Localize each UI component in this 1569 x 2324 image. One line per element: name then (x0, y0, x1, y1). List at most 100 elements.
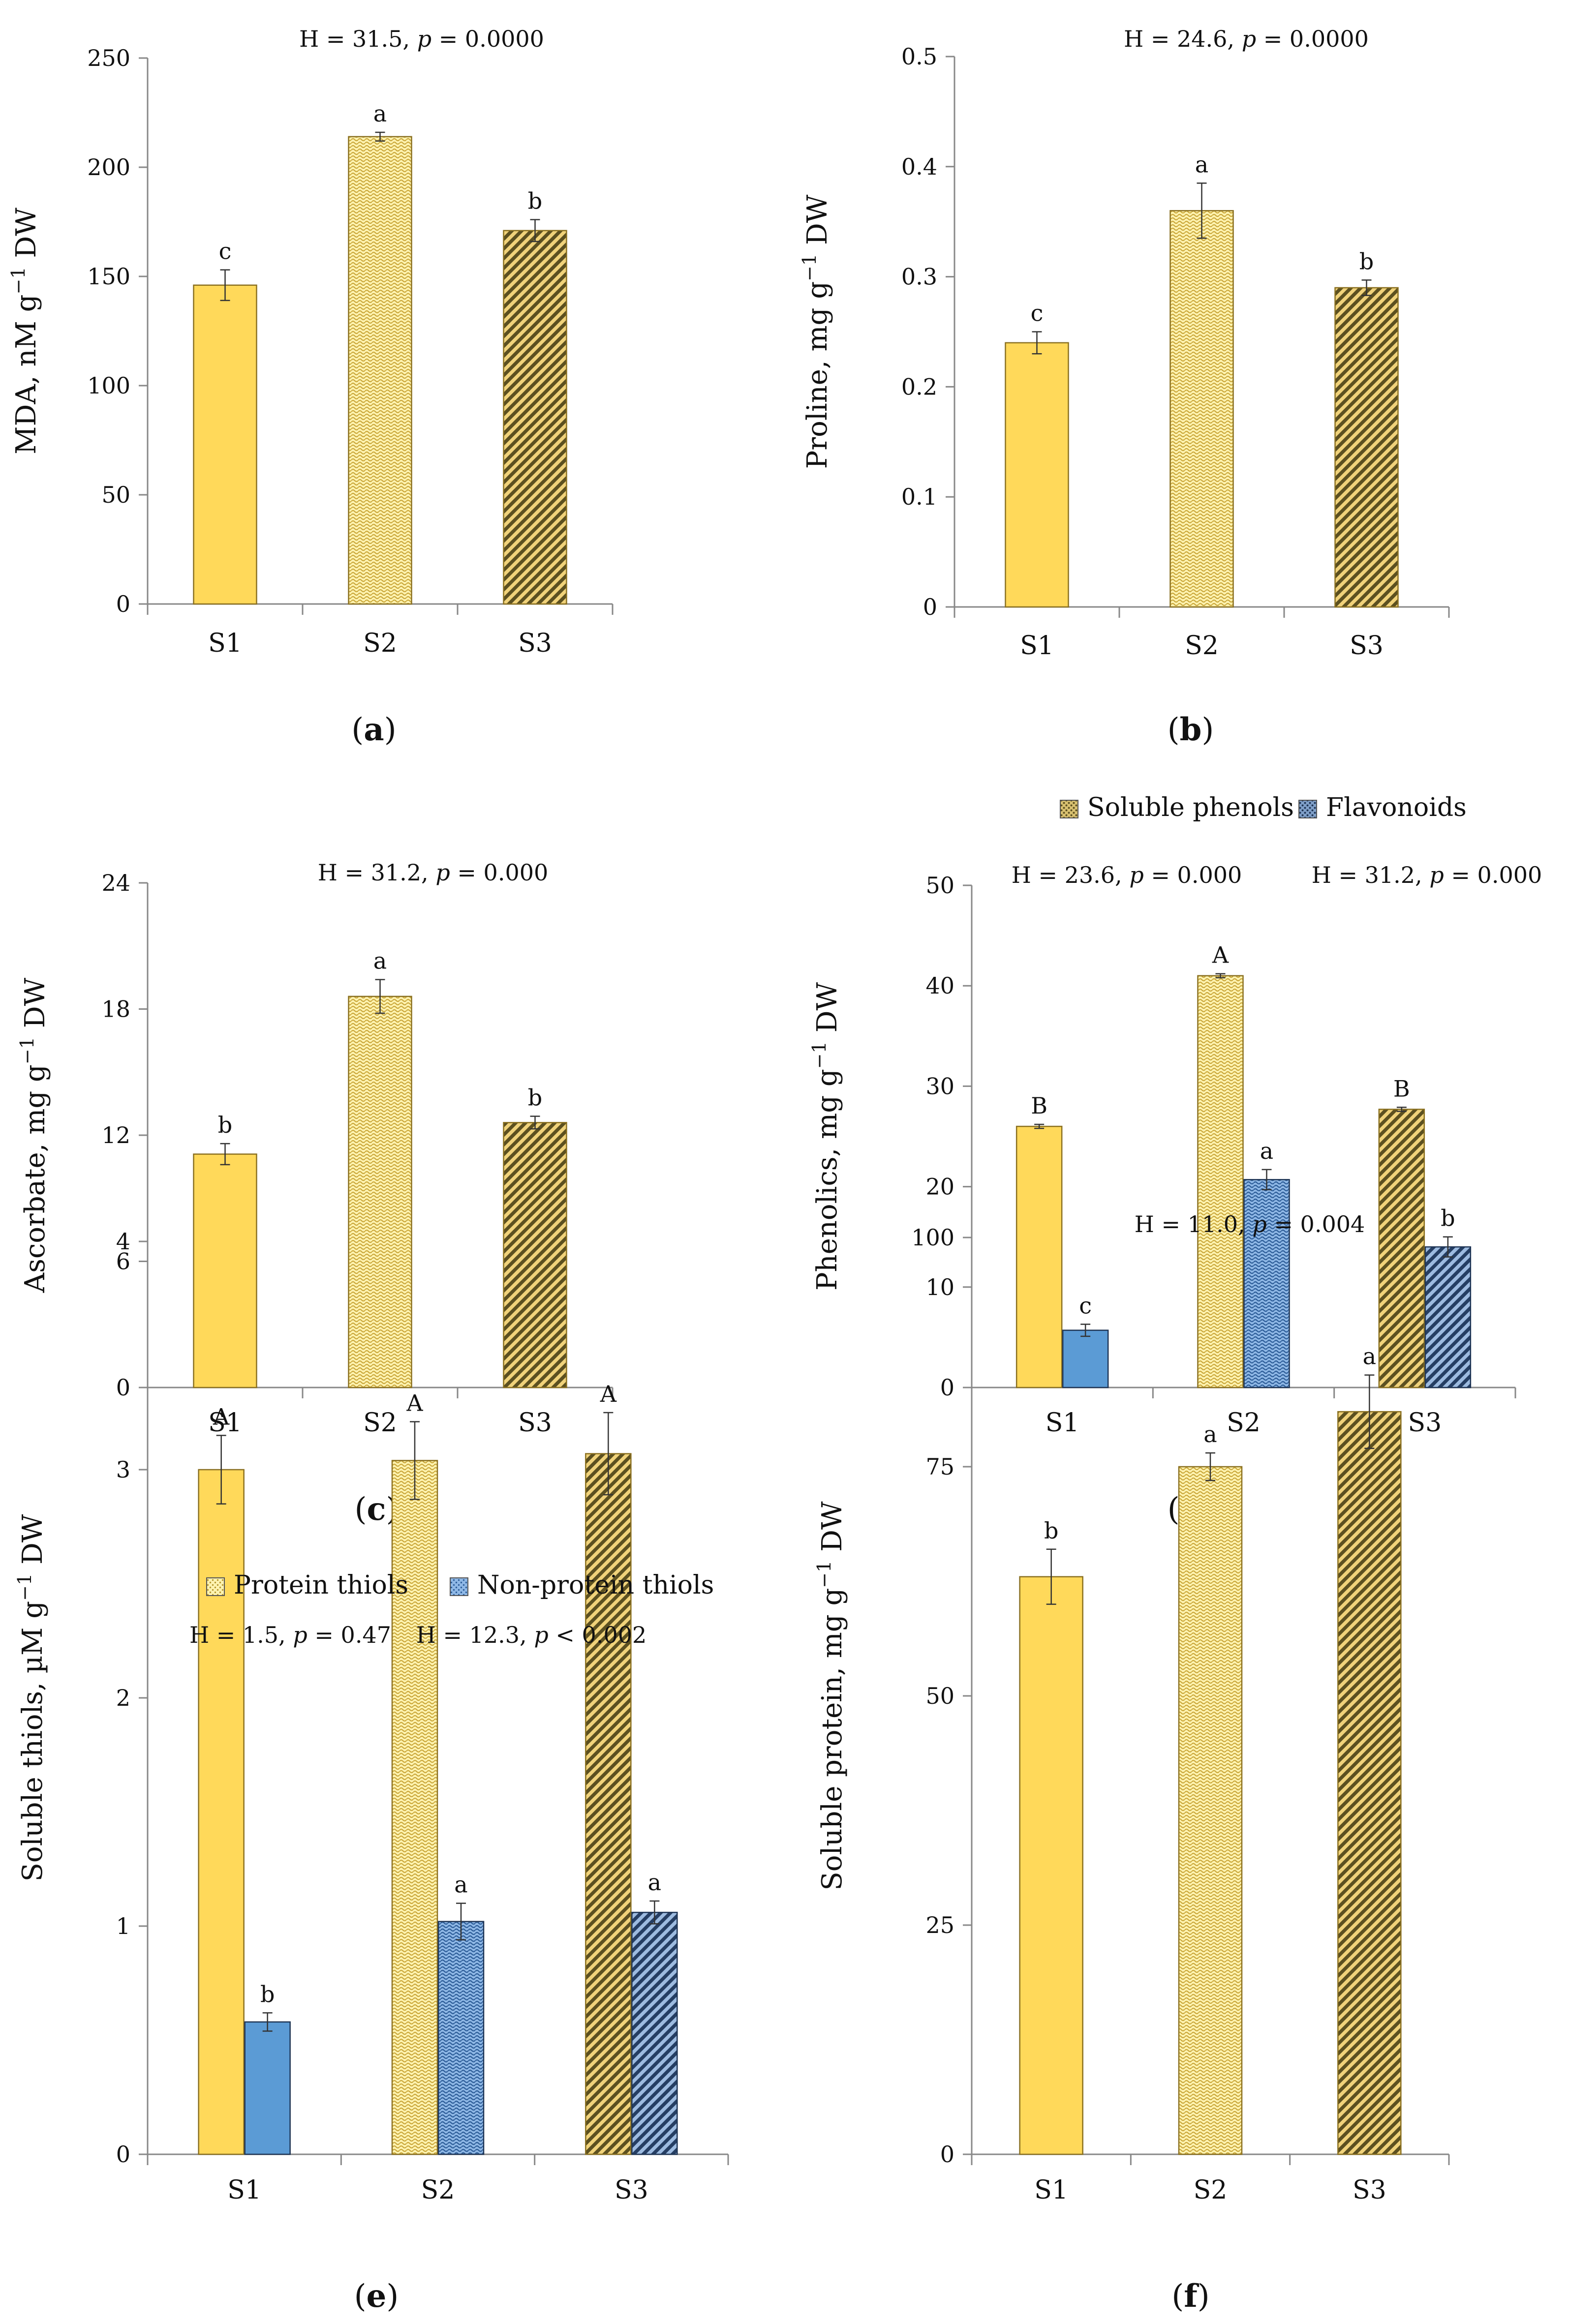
legend-swatch (1298, 800, 1317, 818)
bar-flavonoids-s1 (1062, 1329, 1109, 1388)
legend-swatch (206, 1577, 225, 1596)
significance-letter: a (1260, 1138, 1273, 1164)
legend-label: Soluble phenols (1087, 793, 1294, 822)
significance-letter: a (1203, 1421, 1217, 1448)
chart-panel-e: 0 1 2 3 4 S1 S2 S3 A A Ab a a H = 1.5, p = 0.47 H = 12… (14, 1228, 729, 2315)
x-category-label: S3 (518, 629, 552, 658)
x-category-label: S3 (518, 1408, 552, 1438)
bar-s3 (1337, 1411, 1402, 2155)
bar-s1 (1005, 342, 1069, 608)
bar-protein-thiols-s3 (585, 1453, 632, 2155)
significance-letter: A (600, 1381, 617, 1407)
stat-text: H = 31.5, p = 0.0000 (299, 26, 544, 52)
legend-swatch (450, 1577, 468, 1596)
y-axis-label: Soluble thiols, µM g−1 DW (14, 1514, 49, 1881)
y-axis-label: MDA, nM g−1 DW (7, 208, 42, 454)
y-tick-label: 75 (925, 1453, 954, 1480)
y-tick-label: 25 (925, 1912, 954, 1938)
y-tick-label: 10 (925, 1274, 954, 1300)
bar-soluble-phenols-s2 (1197, 975, 1244, 1388)
bar-s2 (1169, 210, 1234, 608)
bar-s2 (348, 136, 412, 605)
y-tick-label: 6 (116, 1248, 130, 1275)
x-category-label: S1 (208, 1408, 242, 1438)
stat-text: H = 1.5, p = 0.47 (189, 1622, 391, 1648)
y-tick-label: 0.4 (901, 153, 937, 180)
significance-letter: a (454, 1871, 467, 1898)
y-tick-label: 0.5 (901, 43, 937, 70)
y-tick-label: 18 (101, 996, 130, 1023)
bar-flavonoids-s2 (1243, 1179, 1290, 1388)
x-category-label: S2 (363, 1408, 397, 1438)
y-tick-label: 0 (923, 594, 937, 620)
legend-label: Non-protein thiols (477, 1570, 714, 1600)
x-category-label: S1 (1046, 1408, 1079, 1438)
significance-letter: b (1359, 248, 1374, 274)
bar-non-protein-thiols-s3 (631, 1911, 678, 2155)
chart-panel-a: 0 50 100 150 200 250 S1 S2 S3 c a b H = 31.5, p = 0.… (7, 26, 614, 748)
x-category-label: S1 (208, 629, 242, 658)
stat-text: H = 31.2, p = 0.000 (318, 859, 549, 886)
y-tick-label: 50 (101, 482, 130, 508)
y-tick-label: 200 (87, 154, 130, 181)
y-tick-label: 0 (116, 1374, 130, 1401)
stat-text: H = 23.6, p = 0.000 (1012, 862, 1242, 888)
x-category-label: S3 (1408, 1408, 1442, 1438)
y-tick-label: 3 (116, 1456, 130, 1483)
stat-text: H = 11.0, p = 0.004 (1135, 1211, 1365, 1237)
significance-letter: b (1044, 1517, 1058, 1544)
significance-letter: a (1363, 1343, 1376, 1370)
y-axis-label: Phenolics, mg g−1 DW (808, 982, 843, 1291)
bar-s1 (193, 1153, 257, 1388)
y-tick-label: 0.3 (901, 264, 937, 290)
bar-protein-thiols-s2 (391, 1460, 438, 2155)
x-category-label: S2 (1185, 631, 1219, 661)
y-tick-label: 0.1 (901, 483, 937, 510)
x-category-label: S2 (421, 2175, 455, 2205)
legend-label: Protein thiols (234, 1570, 408, 1600)
x-category-label: S2 (1194, 2175, 1228, 2205)
x-category-label: S3 (615, 2175, 648, 2205)
stat-text: H = 12.3, p < 0.002 (416, 1622, 647, 1648)
x-category-label: S1 (1020, 631, 1054, 661)
significance-letter: c (219, 238, 232, 265)
bar-non-protein-thiols-s2 (437, 1921, 485, 2155)
bar-s1 (1019, 1576, 1083, 2155)
bar-non-protein-thiols-s1 (244, 2021, 291, 2155)
stat-text: H = 31.2, p = 0.000 (1312, 862, 1542, 888)
chart-panel-c: 0 6 12 18 24 S1 S2 S3 b a b H = 31.2, p = 0.000 Asco… (16, 859, 614, 1528)
x-category-label: S1 (227, 2175, 261, 2205)
y-tick-label: 2 (116, 1685, 130, 1711)
x-category-label: S2 (1227, 1408, 1261, 1438)
bar-flavonoids-s3 (1424, 1246, 1472, 1388)
significance-letter: c (1079, 1292, 1092, 1319)
significance-letter: a (1195, 151, 1208, 178)
significance-letter: b (528, 188, 542, 214)
significance-letter: a (373, 948, 387, 974)
y-tick-label: 0 (940, 1374, 954, 1401)
y-tick-label: 1 (116, 1913, 130, 1939)
y-axis-label: Ascorbate, mg g−1 DW (16, 977, 51, 1293)
stat-text: H = 24.6, p = 0.0000 (1124, 26, 1369, 52)
y-tick-label: 0 (116, 591, 130, 617)
y-tick-label: 0 (940, 2141, 954, 2168)
y-tick-label: 0 (116, 2141, 130, 2168)
significance-letter: B (1031, 1092, 1047, 1119)
significance-letter: b (1441, 1205, 1455, 1232)
panel-label: (f) (1171, 2278, 1209, 2315)
y-tick-label: 150 (87, 263, 130, 290)
significance-letter: A (1212, 942, 1229, 968)
y-tick-label: 12 (101, 1122, 130, 1148)
panel-label: (b) (1168, 711, 1214, 748)
y-tick-label: 100 (911, 1224, 954, 1251)
chart-panel-b: 0 0.1 0.2 0.3 0.4 0.5 S1 S2 S3 c a b H = 24.6, p = 0… (799, 26, 1450, 748)
bar-s2 (348, 996, 412, 1388)
significance-letter: A (213, 1403, 230, 1430)
bar-soluble-phenols-s3 (1378, 1109, 1425, 1388)
y-tick-label: 24 (101, 870, 130, 896)
bar-s3 (503, 1122, 567, 1388)
legend-label: Flavonoids (1326, 793, 1467, 822)
x-category-label: S1 (1034, 2175, 1068, 2205)
